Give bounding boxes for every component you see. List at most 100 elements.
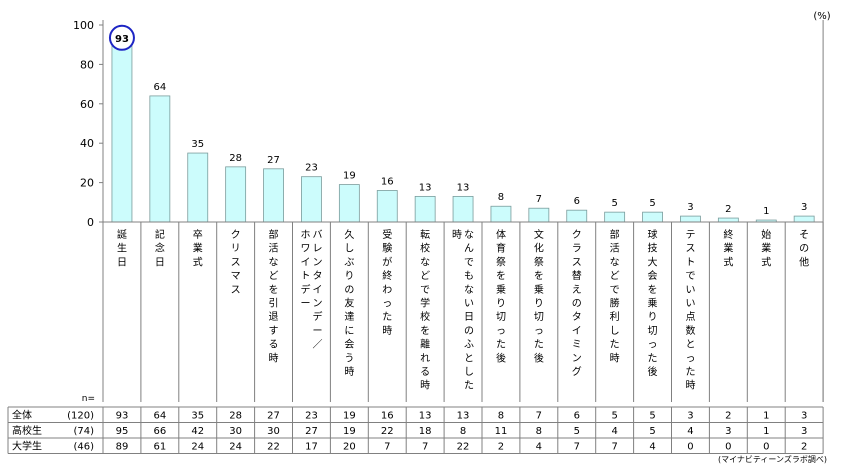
table-cell: 3 [801, 411, 807, 422]
category-label-char: 体 [496, 229, 506, 241]
table-cell: 61 [153, 442, 166, 453]
category-label-char: が [382, 255, 392, 268]
category-label-char: 祭 [534, 256, 544, 268]
bar [225, 166, 247, 223]
y-axis: 0 20 40 60 80 100 [73, 19, 104, 229]
bar [528, 207, 550, 223]
table-cell: 27 [267, 411, 280, 422]
category-labels: 誕生日記念日卒業式クリスマス部活などを引退する時ホワイトデーバレンタインデー／久… [102, 20, 824, 402]
table-cell: 35 [191, 411, 204, 422]
category-label-char: も [464, 270, 474, 282]
category-label-char: な [610, 256, 620, 268]
table-cell: 28 [229, 411, 242, 422]
table-row-n: (120) [67, 411, 94, 422]
data-label: 16 [381, 176, 394, 187]
table-cell: 2 [801, 442, 807, 453]
table-cell: 30 [229, 426, 242, 437]
table-cell: 0 [763, 442, 769, 453]
data-label: 27 [267, 155, 280, 166]
data-label: 1 [763, 206, 769, 217]
bar [566, 209, 588, 223]
category-label-char: ン [572, 353, 582, 364]
category-label-char: を [496, 270, 506, 282]
table-cell: 7 [611, 442, 617, 453]
table-cell: 24 [191, 442, 204, 453]
bar [604, 211, 626, 223]
category-label-char: す [269, 325, 279, 337]
table-cell: 4 [687, 426, 693, 437]
category-label-char: し [344, 243, 354, 255]
category-label-char: を [269, 284, 279, 296]
table-cell: 20 [343, 442, 356, 453]
category-label-char: 日 [117, 257, 127, 268]
bar [263, 168, 284, 223]
highlight-circle [108, 24, 135, 51]
category-label-char: 会 [648, 269, 658, 282]
category-label-char: 日 [464, 312, 474, 323]
category-label-char: い [685, 285, 695, 296]
table-cell: 1 [763, 411, 769, 422]
category-label-char: タ [312, 270, 322, 282]
category-label-char: 式 [723, 255, 733, 268]
data-label: 7 [536, 194, 542, 205]
data-table: n=全体 (120) 93 64 35 28 27 23 19 16 13 13 8 7 6 5 5 3 2 1 3高校… [7, 394, 824, 454]
category-label-char: 活 [269, 243, 279, 255]
category-label-char: テ [685, 230, 695, 241]
category-label-char: い [464, 299, 474, 310]
table-cell: 30 [267, 426, 280, 437]
data-label: 13 [457, 182, 470, 193]
category-label-char: 大 [648, 255, 658, 268]
table-row-label: 大学生 [12, 440, 42, 453]
category-label-char: 勝 [610, 297, 620, 310]
table-row-n: (46) [73, 442, 94, 453]
category-label-char: イ [300, 257, 310, 268]
category-label-char: 乗 [496, 284, 506, 296]
category-label-char: 時 [269, 352, 279, 364]
category-label-char: 誕 [117, 229, 127, 241]
category-label-char: 験 [382, 242, 392, 255]
category-label-char: ク [572, 229, 582, 241]
category-label-char: 念 [155, 242, 165, 255]
category-label-char: な [420, 256, 430, 268]
category-label-char: 受 [382, 229, 392, 241]
category-label-char: 他 [799, 255, 809, 268]
data-label: 93 [115, 34, 129, 45]
category-label-char: 式 [761, 255, 771, 268]
category-label-char: の [464, 326, 474, 337]
category-label-char: 時 [382, 325, 392, 337]
table-cell: 17 [305, 442, 318, 453]
table-cell: 7 [536, 411, 542, 422]
category-label-char: ン [312, 299, 322, 310]
category-label-char: 始 [761, 228, 771, 241]
table-cell: 1 [763, 426, 769, 437]
table-cell: 27 [305, 426, 318, 437]
bar [338, 184, 360, 223]
category-label-char: ー [312, 326, 322, 337]
category-label-char: ふ [464, 339, 474, 351]
source-note: (マイナビティーンズラボ調べ) [718, 454, 827, 464]
category-label-char: 終 [382, 269, 392, 282]
category-label-char: ク [231, 229, 241, 241]
bar [717, 217, 739, 223]
category-label-char: レ [312, 244, 322, 255]
table-cell: 4 [536, 442, 542, 453]
y-tick-label: 40 [80, 137, 94, 150]
category-label-char: に [344, 325, 354, 337]
bar [793, 215, 815, 223]
bar [490, 205, 512, 223]
unit-label: (%) [813, 11, 830, 22]
table-cell: 23 [305, 411, 318, 422]
category-label-char: 文 [534, 228, 544, 241]
data-label: 23 [305, 163, 318, 174]
category-label-char: し [464, 366, 474, 378]
data-label: 5 [649, 198, 655, 209]
category-label-char: を [534, 270, 544, 282]
category-label-char: た [685, 366, 695, 378]
category-label-char: し [610, 325, 620, 337]
category-label-char: 部 [610, 228, 620, 241]
category-label-char: 記 [155, 228, 165, 241]
category-label-char: っ [648, 340, 658, 351]
table-cell: 16 [381, 411, 394, 422]
table-cell: 22 [457, 442, 470, 453]
